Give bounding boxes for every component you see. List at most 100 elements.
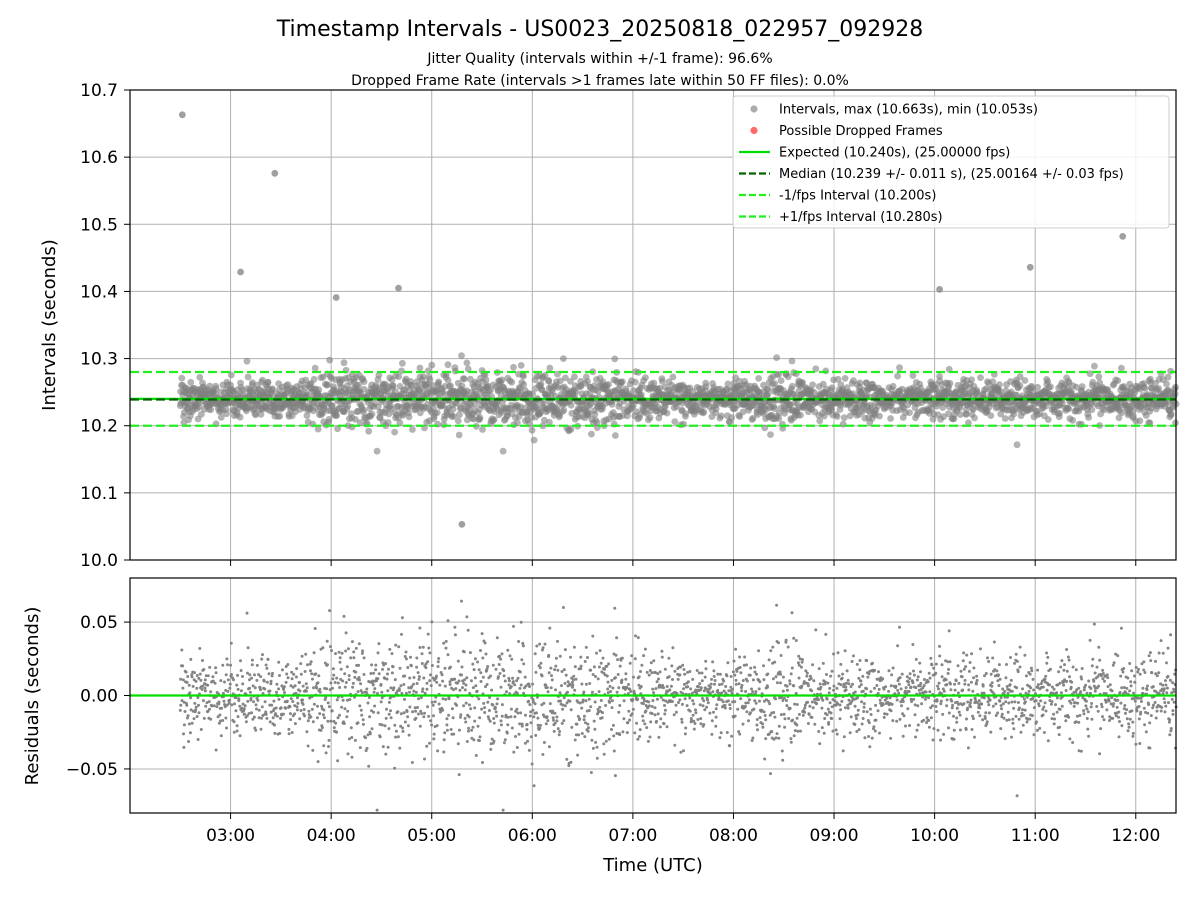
residual-point	[426, 632, 430, 636]
residual-point	[457, 728, 461, 732]
residual-point	[463, 688, 467, 692]
residual-point	[719, 731, 723, 735]
residual-point	[318, 687, 322, 691]
residual-point	[445, 723, 449, 727]
residual-point	[417, 677, 421, 681]
residual-point	[688, 696, 692, 700]
residual-point	[591, 746, 595, 750]
residual-point	[248, 673, 252, 677]
residual-point	[612, 749, 616, 753]
residual-point	[274, 712, 277, 716]
residual-point	[728, 703, 732, 707]
residual-point	[722, 679, 726, 683]
residual-point	[387, 712, 391, 716]
interval-point	[556, 377, 564, 385]
residual-point	[912, 697, 916, 701]
residual-point	[260, 657, 264, 661]
interval-point	[906, 409, 913, 416]
residual-point	[734, 682, 738, 686]
interval-point	[611, 355, 619, 363]
residual-point	[380, 690, 384, 694]
residual-point	[697, 671, 701, 675]
residual-point	[259, 675, 263, 679]
interval-point	[567, 426, 575, 433]
residual-point	[361, 718, 365, 722]
residual-point	[195, 715, 199, 718]
residual-point	[825, 697, 829, 701]
residual-point	[916, 675, 920, 679]
residual-point	[693, 722, 697, 725]
residual-point	[478, 735, 482, 739]
interval-point	[236, 413, 244, 421]
residual-point	[647, 673, 651, 677]
interval-point	[424, 367, 432, 375]
residual-point	[199, 678, 203, 682]
residual-point	[214, 671, 218, 675]
interval-point	[479, 426, 486, 433]
residual-point	[831, 729, 835, 733]
residual-point	[637, 675, 641, 679]
residual-point	[593, 700, 597, 704]
interval-point	[560, 355, 567, 362]
interval-point	[212, 385, 220, 392]
residual-point	[670, 700, 674, 703]
residual-point	[315, 686, 319, 690]
residual-point	[211, 675, 215, 679]
residual-point	[442, 750, 446, 754]
residual-point	[422, 676, 426, 680]
interval-point	[537, 380, 545, 388]
residual-point	[674, 710, 678, 714]
residual-point	[667, 656, 671, 660]
residual-point	[235, 683, 239, 687]
residual-point	[786, 645, 790, 649]
residual-point	[503, 738, 507, 742]
residual-point	[702, 699, 706, 703]
residual-point	[832, 688, 836, 692]
residual-point	[199, 728, 203, 731]
residual-point	[740, 683, 744, 687]
residual-point	[772, 711, 776, 714]
residual-point	[704, 659, 708, 663]
residual-point	[282, 688, 286, 691]
residual-point	[789, 740, 793, 744]
residual-point	[865, 710, 869, 714]
residual-point	[653, 713, 657, 717]
residual-point	[594, 740, 598, 744]
residual-point	[604, 739, 608, 743]
residual-point	[591, 673, 595, 676]
interval-point	[909, 372, 917, 379]
residual-point	[803, 710, 807, 714]
interval-point	[373, 447, 381, 455]
interval-outlier-point	[395, 284, 402, 292]
residual-point	[430, 700, 434, 704]
residual-point	[322, 716, 326, 720]
residual-point	[533, 652, 537, 656]
residual-point	[572, 674, 576, 678]
residual-point	[823, 717, 827, 720]
residual-point	[478, 716, 482, 720]
residual-point	[811, 663, 815, 667]
residual-point	[406, 715, 410, 719]
residual-point	[714, 724, 718, 728]
residual-point	[858, 668, 862, 672]
residual-point	[642, 699, 646, 703]
residual-point	[336, 716, 340, 720]
residual-point	[295, 705, 299, 709]
residual-point	[855, 662, 859, 666]
residual-point	[900, 704, 903, 708]
residual-point	[662, 686, 666, 690]
residual-point	[287, 727, 291, 731]
residual-point	[389, 686, 393, 690]
residual-point	[837, 674, 841, 678]
residual-point	[509, 685, 513, 689]
residual-point	[510, 726, 514, 730]
residual-point	[301, 684, 305, 688]
residual-point	[757, 649, 761, 653]
residual-point	[916, 704, 920, 708]
residual-point	[634, 634, 638, 638]
residual-point	[897, 682, 901, 686]
residual-point	[896, 688, 900, 692]
residual-point	[620, 678, 624, 682]
residual-point	[519, 711, 523, 715]
residual-point	[718, 683, 721, 687]
